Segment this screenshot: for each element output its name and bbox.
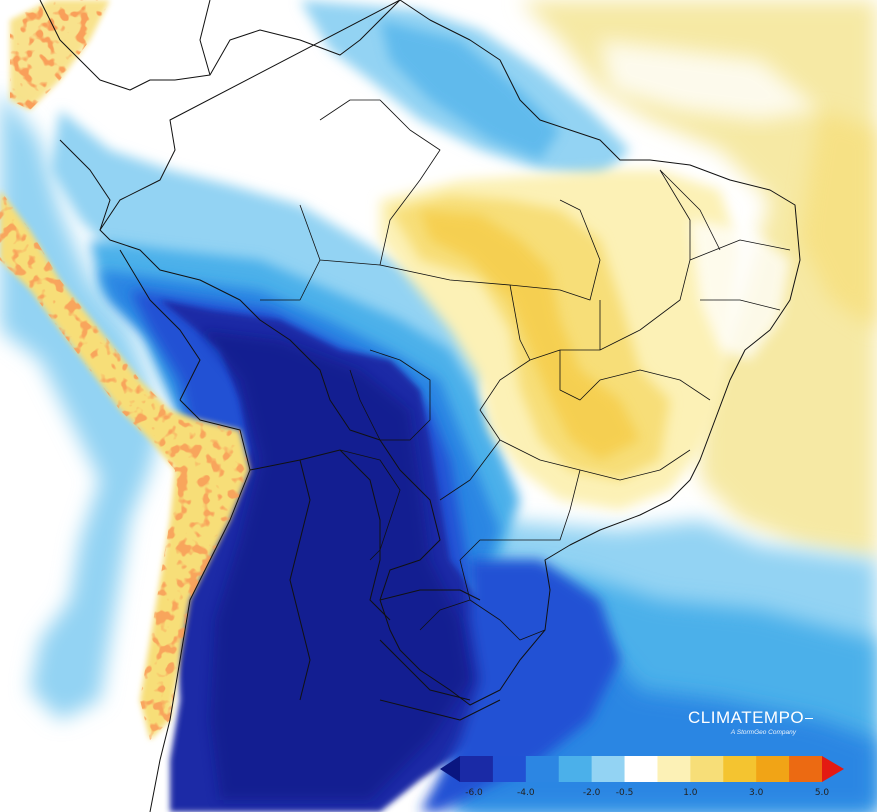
- brazil-outline: [99, 0, 801, 706]
- legend-colorbar: [440, 756, 844, 782]
- country-boundaries: [39, 0, 801, 812]
- field-ocean-warm-strong: [800, 110, 877, 330]
- legend-tick-label: -0.5: [615, 788, 634, 798]
- field-cold-core-deep: [200, 330, 470, 800]
- state-boundaries: [260, 99, 791, 641]
- logo-wordmark: CLIMATEMPO: [688, 708, 805, 727]
- legend-min-arrow: [440, 756, 460, 782]
- legend-bin: [657, 756, 691, 782]
- field-northeast-mix: [690, 220, 790, 360]
- legend-bin: [789, 756, 823, 782]
- logo-tagline: A StormGeo Company: [730, 729, 796, 736]
- legend-bin: [756, 756, 790, 782]
- legend-tick-label: 3.0: [749, 788, 764, 798]
- climatempo-logo: CLIMATEMPO A StormGeo Company: [688, 708, 818, 736]
- legend-bin: [723, 756, 757, 782]
- legend-max-arrow: [822, 756, 844, 782]
- field-ocean-warm: [520, 0, 877, 560]
- field-north-coast-mid: [380, 20, 560, 160]
- logo-tail-mark: [805, 717, 814, 719]
- legend-labels: -6.0 -4.0 -2.0 -0.5 1.0 3.0 5.0: [430, 752, 877, 812]
- legend-tick-label: -6.0: [465, 788, 483, 798]
- legend-bin: [690, 756, 724, 782]
- legend-bin: [492, 756, 527, 782]
- legend-bin: [624, 756, 658, 782]
- field-north-andes-speckle: [10, 0, 110, 110]
- field-coastal-strong-blue: [420, 560, 620, 812]
- field-ocean-white-band: [600, 40, 820, 120]
- field-central-warm-strong: [420, 210, 640, 460]
- legend-tick-label: -4.0: [517, 788, 535, 798]
- legend-bin: [525, 756, 560, 782]
- legend-tick-label: 1.0: [683, 788, 698, 798]
- legend-bin: [558, 756, 593, 782]
- legend-bin: [591, 756, 626, 782]
- southern-cone-boundaries: [39, 0, 501, 812]
- legend-bin: [460, 756, 494, 782]
- legend-tick-label: -2.0: [582, 788, 601, 798]
- field-andes-speckle: [0, 190, 250, 740]
- legend-tick-label: 5.0: [814, 788, 830, 798]
